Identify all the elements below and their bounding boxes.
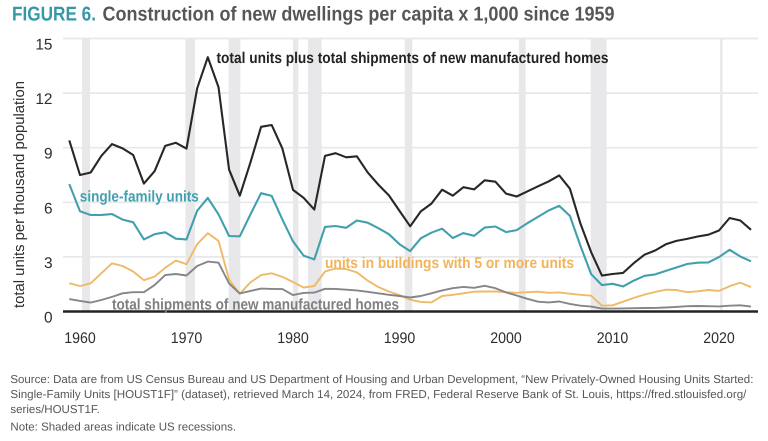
svg-text:1990: 1990 [384,330,416,347]
svg-text:1970: 1970 [171,330,203,347]
svg-text:12: 12 [35,91,52,108]
svg-text:series/HOUST1F.: series/HOUST1F. [10,404,99,416]
svg-text:single-family units: single-family units [80,189,199,206]
svg-text:1980: 1980 [277,330,309,347]
svg-text:total shipments of new manufac: total shipments of new manufactured home… [112,297,399,314]
svg-text:Source: Data are from US Censu: Source: Data are from US Census Bureau a… [10,374,753,386]
svg-text:Single-Family Units [HOUST1F]”: Single-Family Units [HOUST1F]” (dataset)… [10,389,747,401]
svg-text:total units plus total shipmen: total units plus total shipments of new … [217,50,609,67]
svg-text:3: 3 [44,255,53,272]
svg-text:2000: 2000 [490,330,522,347]
svg-text:units in buildings with 5 or m: units in buildings with 5 or more units [325,255,574,272]
svg-text:9: 9 [44,146,53,163]
svg-text:FIGURE 6.Construction of new d: FIGURE 6. Construction of new dwellings p… [12,4,615,26]
svg-text:0: 0 [44,310,53,327]
svg-text:6: 6 [44,200,53,217]
svg-text:total units per thousand popul: total units per thousand population [11,81,28,308]
svg-text:2010: 2010 [597,330,629,347]
svg-text:2020: 2020 [703,330,735,347]
svg-text:1960: 1960 [64,330,96,347]
svg-text:Note: Shaded areas indicate US: Note: Shaded areas indicate US recession… [10,422,236,434]
svg-text:15: 15 [35,37,52,54]
